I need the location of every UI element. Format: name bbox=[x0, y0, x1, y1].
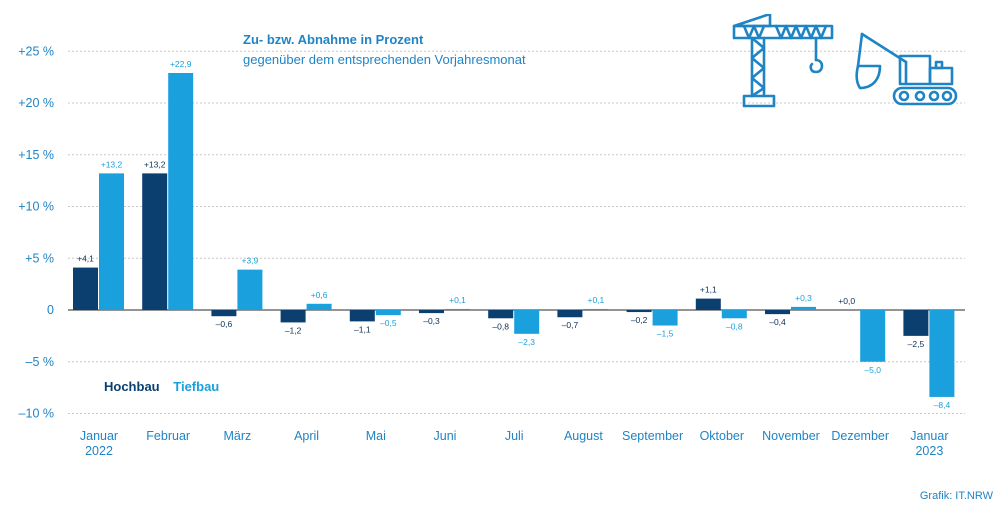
x-tick-label: Januar bbox=[80, 429, 118, 443]
bar-tiefbau bbox=[652, 310, 678, 326]
y-tick-label: +5 % bbox=[25, 251, 54, 265]
x-tick-label: Oktober bbox=[700, 429, 744, 443]
data-label-tiefbau: –5,0 bbox=[864, 365, 881, 375]
bar-hochbau bbox=[419, 310, 444, 314]
data-label-tiefbau: –0,5 bbox=[380, 318, 397, 328]
x-tick-label: Februar bbox=[146, 429, 190, 443]
x-tick-label: Juni bbox=[434, 429, 457, 443]
bar-tiefbau bbox=[583, 308, 609, 310]
data-label-hochbau: –2,5 bbox=[908, 339, 925, 349]
y-axis: +25 % +20 % +15 % +10 % +5 % 0 –5 % –10 % bbox=[18, 44, 54, 420]
bar-hochbau bbox=[903, 310, 929, 336]
data-label-tiefbau: –1,5 bbox=[657, 329, 674, 339]
data-label-hochbau: –0,3 bbox=[423, 316, 440, 326]
x-tick-label: September bbox=[622, 429, 683, 443]
data-label-tiefbau: +3,9 bbox=[242, 256, 259, 266]
x-tick-label: August bbox=[564, 429, 603, 443]
data-label-hochbau: –0,6 bbox=[216, 319, 233, 329]
legend-tiefbau: Tiefbau bbox=[173, 379, 220, 394]
x-tick-label: November bbox=[762, 429, 820, 443]
bar-tiefbau bbox=[168, 72, 194, 310]
data-label-tiefbau: –2,3 bbox=[518, 337, 535, 347]
bar-tiefbau bbox=[860, 310, 886, 362]
data-label-tiefbau: +0,1 bbox=[449, 295, 466, 305]
data-label-tiefbau: +0,3 bbox=[795, 293, 812, 303]
x-tick-label: 2023 bbox=[915, 444, 943, 458]
bar-hochbau bbox=[211, 310, 237, 317]
bar-tiefbau bbox=[237, 269, 263, 310]
bar-tiefbau bbox=[929, 310, 955, 397]
data-label-hochbau: –1,1 bbox=[354, 324, 371, 334]
x-tick-label: Mai bbox=[366, 429, 386, 443]
x-tick-label: 2022 bbox=[85, 444, 113, 458]
y-tick-label: –10 % bbox=[19, 407, 54, 421]
x-tick-label: Dezember bbox=[831, 429, 889, 443]
bar-tiefbau bbox=[721, 310, 747, 319]
x-tick-label: März bbox=[224, 429, 252, 443]
credit: Grafik: IT.NRW bbox=[919, 490, 993, 502]
data-label-tiefbau: –8,4 bbox=[934, 400, 951, 410]
chart-subtitle: gegenüber dem entsprechenden Vorjahresmo… bbox=[243, 52, 526, 67]
data-label-hochbau: +4,1 bbox=[77, 254, 94, 264]
data-label-tiefbau: +13,2 bbox=[101, 159, 123, 169]
data-label-hochbau: +1,1 bbox=[700, 285, 717, 295]
bar-tiefbau bbox=[375, 310, 401, 316]
chart-title: Zu- bzw. Abnahme in Prozent bbox=[243, 32, 424, 47]
data-label-hochbau: –0,8 bbox=[492, 321, 509, 331]
bar-hochbau bbox=[280, 310, 306, 323]
data-label-hochbau: –1,2 bbox=[285, 325, 302, 335]
data-label-tiefbau: +22,9 bbox=[170, 59, 192, 69]
bar-hochbau bbox=[73, 267, 98, 310]
legend: Hochbau Tiefbau bbox=[104, 379, 219, 394]
y-tick-label: +25 % bbox=[18, 44, 54, 58]
data-label-tiefbau: +0,1 bbox=[588, 295, 605, 305]
y-tick-label: +10 % bbox=[18, 200, 54, 214]
legend-hochbau: Hochbau bbox=[104, 379, 160, 394]
x-tick-label: Januar bbox=[910, 429, 948, 443]
bar-hochbau bbox=[349, 310, 375, 322]
excavator-icon bbox=[855, 32, 958, 106]
bar-tiefbau bbox=[514, 310, 540, 334]
bars bbox=[73, 72, 955, 397]
y-tick-label: +15 % bbox=[18, 148, 54, 162]
data-label-hochbau: –0,2 bbox=[631, 315, 648, 325]
y-tick-label: +20 % bbox=[18, 96, 54, 110]
data-label-hochbau: –0,4 bbox=[769, 317, 786, 327]
data-labels: +4,1 +13,2 –0,6 –1,2 –1,1 –0,3 –0,8 –0,7 –0,2 +1,… bbox=[77, 59, 950, 410]
data-label-hochbau: +13,2 bbox=[144, 159, 166, 169]
bar-tiefbau bbox=[445, 308, 470, 310]
bar-hochbau bbox=[142, 173, 168, 310]
y-tick-label: –5 % bbox=[26, 355, 55, 369]
data-label-tiefbau: –0,8 bbox=[726, 321, 743, 331]
crane-icon bbox=[732, 14, 834, 108]
y-tick-label: 0 bbox=[47, 303, 54, 317]
bar-tiefbau bbox=[791, 306, 816, 310]
bar-hochbau bbox=[557, 310, 583, 318]
bar-tiefbau bbox=[306, 303, 332, 310]
x-tick-label: April bbox=[294, 429, 319, 443]
bar-tiefbau bbox=[99, 173, 124, 310]
bar-hochbau bbox=[695, 298, 721, 310]
bar-hochbau bbox=[488, 310, 514, 319]
x-tick-label: Juli bbox=[505, 429, 524, 443]
bar-hochbau bbox=[626, 310, 652, 313]
data-label-hochbau: +0,0 bbox=[838, 296, 855, 306]
data-label-hochbau: –0,7 bbox=[562, 320, 579, 330]
data-label-tiefbau: +0,6 bbox=[311, 290, 328, 300]
bar-hochbau bbox=[765, 310, 790, 315]
